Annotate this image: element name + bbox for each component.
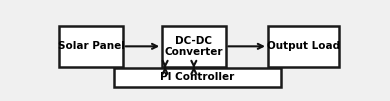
FancyBboxPatch shape (162, 26, 225, 67)
Text: DC-DC
Converter: DC-DC Converter (165, 36, 223, 57)
FancyBboxPatch shape (268, 26, 339, 67)
Text: PI Controller: PI Controller (160, 72, 235, 82)
FancyBboxPatch shape (114, 68, 282, 87)
Text: Solar Panel: Solar Panel (58, 41, 124, 51)
Text: Output Load: Output Load (267, 41, 340, 51)
FancyBboxPatch shape (59, 26, 123, 67)
